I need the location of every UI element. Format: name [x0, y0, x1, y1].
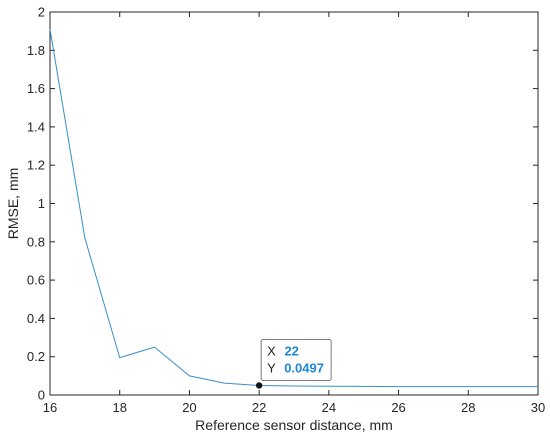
x-tick-label: 18: [112, 400, 126, 415]
datatip-y-row: Y 0.0497: [267, 360, 324, 375]
datatip-x-label: X: [267, 343, 276, 358]
y-tick-label: 0.8: [27, 234, 45, 249]
plot-area: [49, 11, 539, 396]
x-tick-label: 26: [391, 400, 405, 415]
y-axis: 0 0.2 0.4 0.6 0.8 1 1.2 1.4 1.6 1.8 2: [27, 5, 538, 403]
series-layer: [49, 29, 538, 388]
y-tick-label: 0: [38, 388, 45, 403]
x-axis: 16 18 20 22 24 26 28 30: [43, 12, 545, 415]
y-tick-label: 1.4: [27, 119, 45, 134]
x-tick-label: 22: [252, 400, 266, 415]
y-tick-label: 1: [38, 196, 45, 211]
x-tick-label: 30: [531, 400, 545, 415]
datatip[interactable]: X 22 Y 0.0497: [255, 338, 332, 389]
x-tick-label: 20: [182, 400, 196, 415]
y-tick-label: 1.6: [27, 81, 45, 96]
series-line-0: [49, 29, 538, 388]
x-tick-label: 16: [43, 400, 57, 415]
y-tick-label: 0.2: [27, 349, 45, 364]
y-tick-label: 0.6: [27, 273, 45, 288]
datatip-y-label: Y: [267, 360, 276, 375]
x-tick-label: 24: [322, 400, 336, 415]
y-tick-label: 2: [38, 5, 45, 20]
datatip-box: [260, 338, 332, 381]
datatip-x-value: 22: [284, 343, 298, 358]
y-tick-label: 1.8: [27, 43, 45, 58]
datatip-y-value: 0.0497: [284, 360, 324, 375]
datatip-x-row: X 22: [267, 343, 299, 358]
plot-frame: [49, 11, 539, 396]
y-axis-label: RMSE, mm: [5, 168, 21, 240]
x-axis-label: Reference sensor distance, mm: [195, 417, 393, 433]
y-tick-label: 0.4: [27, 311, 45, 326]
x-tick-label: 28: [461, 400, 475, 415]
y-tick-label: 1.2: [27, 158, 45, 173]
datatip-marker[interactable]: [255, 382, 263, 389]
